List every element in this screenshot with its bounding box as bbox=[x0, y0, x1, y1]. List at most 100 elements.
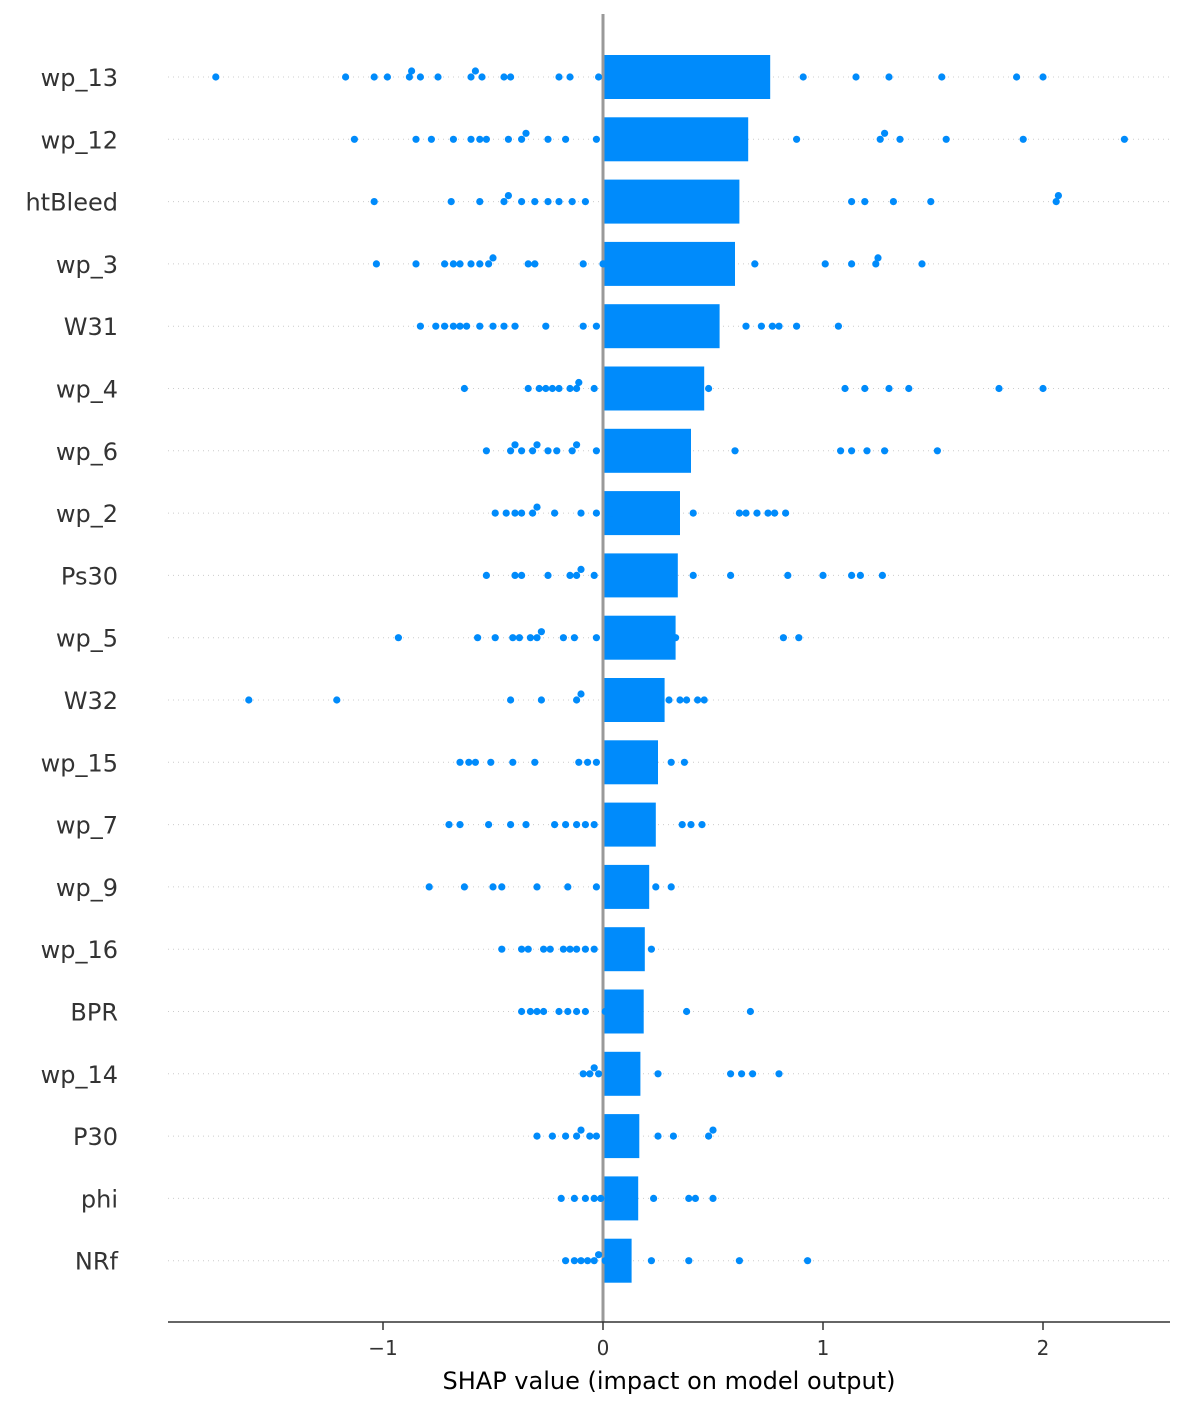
bar-wp_4 bbox=[603, 366, 705, 411]
feature-label: wp_13 bbox=[41, 64, 118, 92]
shap-point bbox=[590, 1064, 598, 1072]
shap-point bbox=[471, 758, 479, 766]
shap-point bbox=[559, 634, 568, 642]
shap-point bbox=[441, 322, 449, 330]
shap-point bbox=[581, 821, 590, 829]
shap-point bbox=[504, 135, 512, 143]
shap-point bbox=[672, 634, 680, 642]
feature-label: wp_4 bbox=[56, 376, 118, 404]
bar-htBleed bbox=[603, 179, 740, 224]
shap-point bbox=[412, 260, 420, 268]
feature-label: wp_16 bbox=[41, 936, 118, 964]
x-tick-label: −1 bbox=[368, 1336, 397, 1360]
shap-point bbox=[551, 509, 559, 517]
shap-point bbox=[474, 634, 482, 642]
shap-point bbox=[489, 254, 497, 262]
shap-point bbox=[592, 135, 601, 143]
shap-point bbox=[522, 129, 530, 137]
shap-point bbox=[676, 696, 684, 704]
shap-point bbox=[863, 447, 871, 455]
shap-point bbox=[927, 198, 935, 206]
shap-point bbox=[581, 198, 590, 206]
shap-point bbox=[509, 634, 517, 642]
shap-point bbox=[573, 1007, 581, 1016]
shap-point bbox=[775, 322, 783, 330]
shap-point bbox=[542, 322, 550, 330]
shap-point bbox=[566, 571, 574, 580]
shap-point bbox=[518, 571, 526, 580]
shap-point bbox=[555, 198, 563, 206]
shap-point bbox=[685, 1257, 693, 1265]
shap-point bbox=[799, 73, 807, 81]
shap-point bbox=[542, 384, 550, 393]
shap-point bbox=[579, 322, 587, 330]
shap-point bbox=[784, 571, 792, 580]
shap-point bbox=[709, 1126, 717, 1134]
shap-point bbox=[370, 198, 378, 206]
shap-point bbox=[524, 260, 532, 268]
shap-point bbox=[370, 73, 378, 81]
shap-point bbox=[749, 1070, 757, 1078]
shap-point bbox=[476, 260, 484, 268]
point-layer bbox=[212, 67, 1128, 1265]
shap-point bbox=[793, 135, 801, 143]
shap-point bbox=[498, 883, 506, 891]
shap-point bbox=[647, 1257, 656, 1265]
shap-point bbox=[498, 945, 506, 953]
shap-point bbox=[577, 509, 585, 517]
shap-point bbox=[1052, 198, 1060, 206]
shap-point bbox=[683, 696, 691, 704]
bar-wp_12 bbox=[603, 117, 749, 162]
shap-point bbox=[590, 821, 598, 829]
shap-point bbox=[874, 254, 882, 262]
feature-label: phi bbox=[81, 1185, 118, 1213]
shap-point bbox=[518, 1007, 526, 1016]
shap-point bbox=[562, 1257, 570, 1265]
shap-point bbox=[700, 696, 708, 704]
shap-point bbox=[837, 447, 845, 455]
shap-point bbox=[432, 322, 440, 330]
shap-point bbox=[665, 696, 673, 704]
shap-point bbox=[573, 696, 581, 704]
shap-point bbox=[705, 384, 713, 393]
shap-point bbox=[518, 945, 526, 953]
shap-point bbox=[573, 821, 581, 829]
shap-point bbox=[782, 509, 790, 517]
shap-point bbox=[526, 1007, 535, 1016]
shap-point bbox=[245, 696, 253, 704]
shap-point bbox=[876, 135, 884, 143]
shap-point bbox=[667, 883, 675, 891]
shap-point bbox=[856, 571, 865, 580]
shap-point bbox=[485, 821, 493, 829]
x-tick-label: 0 bbox=[597, 1336, 610, 1360]
shap-point bbox=[841, 384, 849, 393]
shap-point bbox=[383, 73, 391, 81]
shap-point bbox=[533, 1132, 541, 1140]
shap-point bbox=[579, 1070, 587, 1078]
shap-point bbox=[597, 1194, 605, 1202]
feature-label-layer: wp_13 wp_12 htBleed wp_3 W31 wp_4 wp_6 wp_2 Ps30… bbox=[25, 64, 118, 1276]
shap-point bbox=[524, 945, 532, 953]
feature-label: wp_5 bbox=[56, 625, 118, 653]
shap-point bbox=[524, 384, 532, 393]
shap-point bbox=[581, 1007, 590, 1016]
bar-layer bbox=[603, 55, 771, 1283]
bar-wp_13 bbox=[603, 55, 771, 99]
shap-point bbox=[482, 135, 490, 143]
shap-point bbox=[460, 384, 468, 393]
feature-label: wp_3 bbox=[56, 251, 118, 279]
shap-point bbox=[731, 447, 739, 455]
shap-point bbox=[654, 1132, 662, 1140]
shap-point bbox=[533, 503, 541, 511]
shap-point bbox=[848, 447, 856, 455]
shap-point bbox=[779, 634, 788, 642]
shap-point bbox=[564, 883, 572, 891]
shap-point bbox=[861, 384, 869, 393]
shap-point bbox=[564, 1007, 572, 1016]
shap-point bbox=[933, 447, 942, 455]
shap-point bbox=[575, 378, 583, 387]
shap-point bbox=[467, 135, 475, 143]
shap-point bbox=[705, 1132, 713, 1140]
shap-point bbox=[647, 945, 656, 953]
bar-wp_6 bbox=[603, 428, 691, 473]
